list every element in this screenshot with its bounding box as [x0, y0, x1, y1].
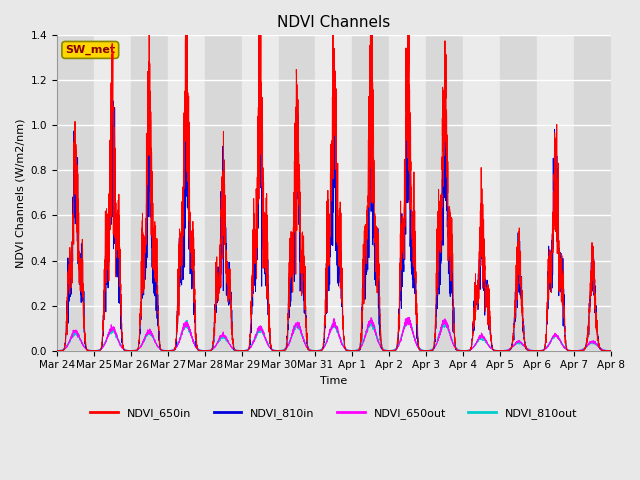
- NDVI_650out: [53, 348, 61, 353]
- Bar: [463, 36, 500, 350]
- NDVI_810in: [607, 348, 614, 353]
- NDVI_810out: [490, 347, 497, 352]
- NDVI_810in: [490, 348, 497, 353]
- NDVI_650out: [490, 347, 497, 353]
- Bar: [242, 36, 278, 350]
- NDVI_650in: [152, 272, 160, 278]
- NDVI_650in: [428, 348, 435, 353]
- NDVI_810in: [256, 69, 264, 75]
- NDVI_650out: [405, 314, 413, 320]
- NDVI_810out: [152, 341, 160, 347]
- Bar: [426, 36, 463, 350]
- Bar: [57, 36, 94, 350]
- NDVI_650out: [314, 348, 321, 353]
- Bar: [389, 36, 426, 350]
- NDVI_810in: [458, 348, 466, 353]
- Bar: [353, 36, 389, 350]
- Bar: [205, 36, 242, 350]
- Y-axis label: NDVI Channels (W/m2/nm): NDVI Channels (W/m2/nm): [15, 118, 25, 268]
- NDVI_650in: [314, 348, 321, 353]
- NDVI_650out: [458, 348, 466, 353]
- Bar: [574, 36, 611, 350]
- Title: NDVI Channels: NDVI Channels: [277, 15, 390, 30]
- X-axis label: Time: Time: [321, 376, 348, 386]
- Line: NDVI_650out: NDVI_650out: [57, 317, 611, 350]
- Bar: [131, 36, 168, 350]
- NDVI_650out: [428, 347, 435, 353]
- Bar: [278, 36, 316, 350]
- NDVI_650out: [152, 342, 160, 348]
- NDVI_650in: [53, 348, 61, 353]
- NDVI_810out: [314, 348, 321, 353]
- Line: NDVI_810out: NDVI_810out: [57, 318, 611, 350]
- NDVI_810out: [607, 348, 615, 353]
- NDVI_650in: [607, 348, 615, 353]
- NDVI_810out: [458, 348, 466, 353]
- Bar: [500, 36, 537, 350]
- NDVI_810in: [607, 348, 615, 353]
- Bar: [168, 36, 205, 350]
- NDVI_810in: [152, 291, 160, 297]
- NDVI_810in: [314, 348, 321, 353]
- Line: NDVI_810in: NDVI_810in: [57, 72, 611, 350]
- NDVI_650out: [607, 348, 615, 353]
- NDVI_810out: [607, 348, 614, 353]
- NDVI_650in: [607, 348, 614, 353]
- NDVI_810out: [403, 315, 411, 321]
- NDVI_650in: [458, 348, 466, 353]
- NDVI_810in: [53, 348, 61, 353]
- NDVI_810out: [428, 347, 435, 352]
- Text: SW_met: SW_met: [65, 45, 115, 55]
- NDVI_650out: [607, 348, 614, 353]
- NDVI_810in: [428, 348, 435, 353]
- Line: NDVI_650in: NDVI_650in: [57, 0, 611, 350]
- NDVI_650in: [490, 348, 497, 353]
- Bar: [537, 36, 574, 350]
- NDVI_810out: [53, 348, 61, 353]
- Bar: [316, 36, 353, 350]
- Bar: [94, 36, 131, 350]
- Legend: NDVI_650in, NDVI_810in, NDVI_650out, NDVI_810out: NDVI_650in, NDVI_810in, NDVI_650out, NDV…: [86, 404, 582, 423]
